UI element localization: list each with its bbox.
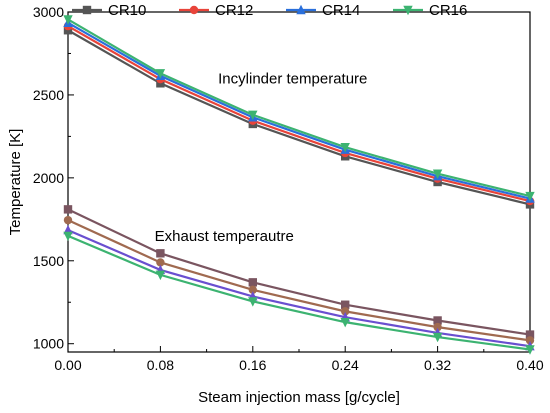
y-tick-label: 2000	[33, 170, 64, 186]
y-axis-title: Temperature [K]	[7, 129, 24, 236]
data-point	[156, 258, 165, 267]
legend-swatch-marker	[82, 5, 92, 15]
series-line	[67, 219, 531, 342]
y-tick-label: 1000	[33, 336, 64, 352]
annotations: Incylinder temperature Exhaust temperautr…	[155, 70, 368, 245]
data-point	[340, 317, 350, 328]
series-exhaust-cr12	[63, 215, 535, 345]
series-line	[67, 18, 531, 198]
legend-label: CR12	[215, 2, 253, 19]
data-point	[248, 278, 257, 287]
legend-item-cr16: CR16	[393, 2, 467, 19]
data-point	[340, 142, 350, 153]
series-layer	[63, 15, 535, 355]
data-point	[525, 330, 535, 339]
x-tick-label: 0.40	[516, 357, 543, 373]
series-incylinder-cr14	[63, 17, 535, 203]
y-tick-label: 3000	[33, 4, 64, 20]
series-line	[67, 208, 531, 336]
x-axis-title: Steam injection mass [g/cycle]	[198, 389, 400, 406]
data-point	[63, 215, 73, 225]
data-point	[433, 322, 442, 332]
data-point	[433, 316, 442, 325]
series-incylinder-cr10	[63, 26, 535, 209]
series-line	[67, 29, 531, 206]
y-tick-label: 1500	[33, 253, 64, 269]
series-line	[67, 229, 531, 348]
data-point	[525, 345, 535, 355]
series-incylinder-cr12	[63, 21, 535, 206]
y-tick-label: 2500	[33, 87, 64, 103]
data-point	[248, 285, 257, 295]
x-tick-label: 0.32	[424, 357, 451, 373]
series-incylinder-cr16	[63, 15, 535, 202]
legend-label: CR16	[429, 2, 467, 19]
data-point	[248, 297, 258, 307]
data-point	[63, 231, 73, 242]
legend: CR10 CR12 CR14 CR16	[72, 2, 467, 19]
data-point	[63, 205, 73, 214]
data-point	[432, 169, 443, 179]
legend-label: CR14	[322, 2, 360, 19]
legend-label: CR10	[108, 2, 146, 19]
series-line	[67, 25, 531, 203]
legend-swatch-marker	[403, 5, 413, 16]
data-point	[432, 332, 443, 343]
data-point	[248, 110, 258, 121]
data-point	[155, 69, 166, 79]
series-exhaust-cr16	[63, 231, 535, 355]
series-exhaust-cr10	[63, 205, 535, 339]
x-tick-label: 0.00	[54, 357, 81, 373]
x-tick-label: 0.24	[332, 357, 359, 373]
data-point	[156, 249, 165, 258]
data-point	[63, 15, 73, 25]
annotation-label: Incylinder temperature	[218, 70, 367, 87]
data-point	[341, 307, 350, 316]
data-point	[341, 300, 350, 309]
legend-swatch-marker	[189, 5, 199, 15]
legend-item-cr10: CR10	[72, 2, 146, 19]
legend-item-cr14: CR14	[286, 2, 360, 19]
plot-area: 0.00 0.08 0.16 0.24 0.32 0.40 1000 1500 2000 2500…	[33, 4, 544, 373]
series-line	[67, 21, 531, 200]
series-line	[67, 234, 531, 351]
x-tick-label: 0.08	[147, 357, 174, 373]
data-point	[525, 191, 535, 202]
data-point	[525, 336, 535, 345]
x-tick-label: 0.16	[239, 357, 266, 373]
annotation-label: Exhaust temperautre	[155, 228, 294, 245]
data-point	[155, 270, 166, 281]
legend-swatch-marker	[296, 4, 306, 15]
legend-item-cr12: CR12	[179, 2, 253, 19]
